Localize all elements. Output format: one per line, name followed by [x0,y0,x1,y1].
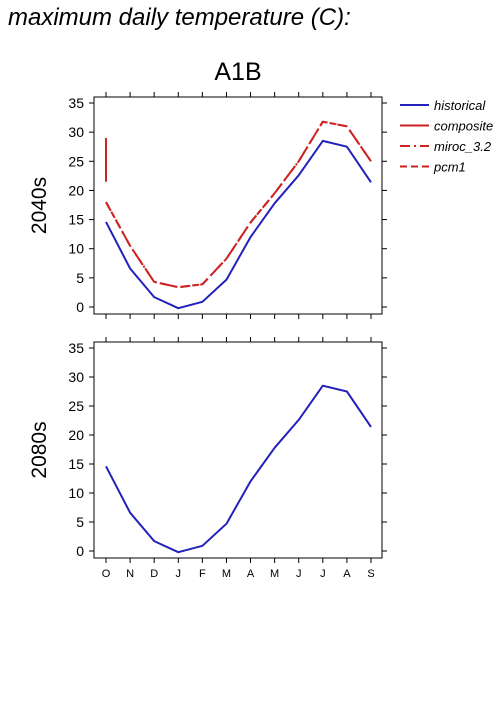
panel-2080s: 0 5 10 15 20 25 30 35 O N D J F M A M J J A S 2080s [28,337,387,580]
y-tick-label: 30 [68,369,84,385]
x-tick-label: N [126,568,134,580]
legend-label-miroc_3.2: miroc_3.2 [434,139,492,154]
y-tick-label: 5 [76,270,84,286]
legend-label-pcm1: pcm1 [433,160,466,175]
legend-label-composite: composite [434,119,493,134]
x-tick-label: J [320,568,326,580]
series-line-pcm1 [105,120,372,289]
x-tick-label: F [199,568,206,580]
series-line-miroc_3.2 [105,120,372,289]
x-tick-label: S [367,568,374,580]
y-tick-label: 25 [68,153,84,169]
plot-frame [93,96,383,315]
y-tick-label: 20 [68,182,84,198]
y-tick-label: 0 [76,543,84,559]
y-tick-label: 5 [76,514,84,530]
panel-2040s: 0 5 10 15 20 25 30 35 2040s [28,92,387,319]
y-tick-label: 0 [76,299,84,315]
x-tick-label: M [270,568,279,580]
y-tick-label: 30 [68,124,84,140]
y-tick-label: 35 [68,95,84,111]
x-tick-label: J [296,568,302,580]
y-tick-label: 15 [68,456,84,472]
x-tick-label: A [343,568,351,580]
scenario-title: A1B [214,58,261,86]
x-tick-label: J [176,568,182,580]
page-title: maximum daily temperature (C): [8,4,351,31]
x-tick-label: M [222,568,231,580]
y-tick-label: 10 [68,485,84,501]
y-tick-label: 15 [68,212,84,228]
legend-label-historical: historical [434,98,486,113]
plot-frame [93,341,383,559]
y-tick-label: 20 [68,427,84,443]
series-line-historical [105,139,372,310]
x-tick-label: A [247,568,255,580]
x-tick-label: D [150,568,158,580]
panel-label: 2080s [28,421,51,478]
legend: historical composite miroc_3.2 pcm1 [400,98,493,175]
y-tick-label: 10 [68,241,84,257]
panel-label: 2040s [28,177,51,234]
x-tick-label: O [102,568,111,580]
series-line-historical [105,384,372,554]
y-tick-label: 35 [68,340,84,356]
y-tick-label: 25 [68,398,84,414]
